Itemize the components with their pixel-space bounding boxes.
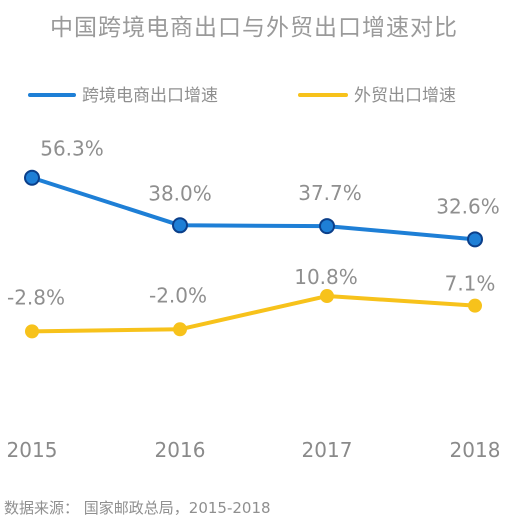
legend-label-1: 跨境电商出口增速 bbox=[82, 86, 218, 106]
data-source-note: 数据来源： 国家邮政总局，2015-2018 bbox=[4, 499, 271, 517]
data-label-s2-2018: 7.1% bbox=[445, 272, 496, 296]
data-point-s1-2017 bbox=[319, 218, 335, 235]
data-point-s2-2018 bbox=[468, 298, 482, 313]
data-label-s1-2018: 32.6% bbox=[436, 194, 500, 218]
data-label-s1-2016: 38.0% bbox=[148, 181, 212, 205]
data-point-s2-2017 bbox=[320, 289, 334, 304]
series-line-1 bbox=[30, 175, 477, 242]
data-point-s2-2016 bbox=[173, 322, 187, 337]
x-tick-2018: 2018 bbox=[450, 438, 501, 462]
x-tick-2015: 2015 bbox=[7, 438, 58, 462]
data-label-s1-2015: 56.3% bbox=[40, 137, 104, 161]
legend-label-2: 外贸出口增速 bbox=[354, 86, 456, 106]
data-label-s2-2016: -2.0% bbox=[149, 283, 207, 307]
data-label-s1-2017: 37.7% bbox=[298, 181, 362, 205]
chart-title: 中国跨境电商出口与外贸出口增速对比 bbox=[50, 15, 458, 41]
data-point-s1-2016 bbox=[172, 217, 188, 234]
x-tick-2016: 2016 bbox=[155, 438, 206, 462]
data-point-s2-2015 bbox=[25, 324, 39, 339]
data-label-s2-2015: -2.8% bbox=[7, 285, 65, 309]
data-point-s1-2015 bbox=[24, 169, 40, 186]
series-line-2 bbox=[30, 294, 477, 334]
x-tick-2017: 2017 bbox=[302, 438, 353, 462]
data-point-s1-2018 bbox=[467, 231, 483, 248]
data-label-s2-2017: 10.8% bbox=[294, 265, 358, 289]
